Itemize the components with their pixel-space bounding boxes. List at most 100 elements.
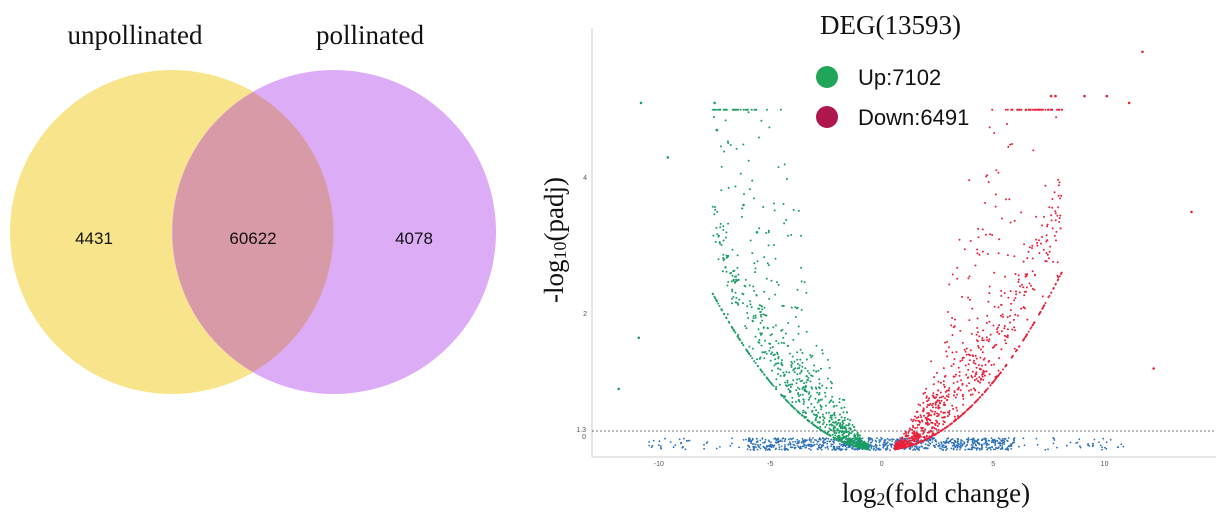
data-point [829,380,832,383]
data-point [1013,326,1016,329]
data-point [1057,178,1060,181]
data-point [770,444,773,446]
data-point [749,300,752,303]
data-point [766,449,769,451]
data-point [808,391,811,394]
data-point [790,364,793,367]
data-point [920,426,923,429]
data-point [952,375,955,378]
data-point [755,437,758,440]
data-point [775,378,778,381]
data-point [804,386,807,389]
data-point [956,266,959,269]
data-point [1105,94,1109,98]
data-point [1012,318,1015,321]
data-point [956,380,959,383]
data-point [1056,214,1059,217]
data-point [828,411,830,414]
data-point [824,426,827,428]
data-point [752,317,755,320]
data-point [993,363,996,366]
data-point [1014,350,1017,353]
data-point [977,331,979,334]
data-point [724,108,727,111]
data-point [807,392,810,395]
data-point [657,444,660,446]
data-point [946,425,949,428]
data-point [785,219,788,221]
data-point [816,426,819,429]
data-point [961,395,964,398]
data-point [776,441,778,444]
data-point [869,441,872,444]
data-point [821,423,824,426]
data-point [1099,444,1102,447]
data-point [797,410,800,413]
data-point [762,206,765,208]
data-point [1050,291,1053,294]
data-point [774,257,777,260]
data-point [994,377,997,380]
data-point [805,330,808,333]
data-point [805,291,808,294]
data-point [791,383,794,386]
data-point [950,447,953,450]
data-point [830,399,833,402]
data-point [1117,446,1120,448]
data-point [934,423,937,426]
data-point [915,417,918,419]
data-point [747,351,750,354]
data-point [810,402,813,405]
data-point [774,448,777,451]
data-point [925,395,928,398]
data-point [997,171,1000,174]
data-point [831,424,834,427]
y-axis-ticks: 24 [583,175,587,318]
chart-title-main: DEG [820,10,876,40]
x-axis-label-rest: (fold change) [885,478,1030,508]
data-point [841,419,844,422]
data-point [980,348,982,351]
data-point [1020,108,1023,111]
data-point [922,414,925,417]
data-point [834,416,837,419]
data-point [966,438,969,441]
data-point [1045,252,1048,254]
data-point [959,329,962,332]
legend-up-label: Up:7102 [858,65,941,90]
data-point [796,351,799,354]
data-point [944,446,947,449]
data-point [747,440,750,442]
data-point [934,439,937,442]
data-point [1035,238,1038,241]
data-point [717,302,720,305]
data-point [746,448,749,450]
data-point [683,437,685,440]
data-point [793,447,796,450]
data-point [727,254,730,257]
data-point [1007,448,1010,451]
data-point [817,399,820,402]
data-point [830,445,832,448]
data-point [825,423,828,426]
data-point [912,418,915,421]
data-point [790,386,792,388]
data-point [1009,143,1012,146]
data-point [873,447,876,450]
data-point [791,362,794,365]
data-point [766,445,769,448]
data-point [782,336,785,339]
data-point [971,370,974,373]
data-point [781,364,784,367]
data-point [831,443,834,446]
data-point [716,210,719,213]
data-point [734,331,737,334]
data-point [904,430,907,433]
data-point [660,447,662,449]
data-point [796,442,798,445]
data-point [761,308,764,311]
data-point [759,447,762,450]
data-point [987,300,990,303]
data-point [953,325,956,328]
data-point [931,410,934,413]
